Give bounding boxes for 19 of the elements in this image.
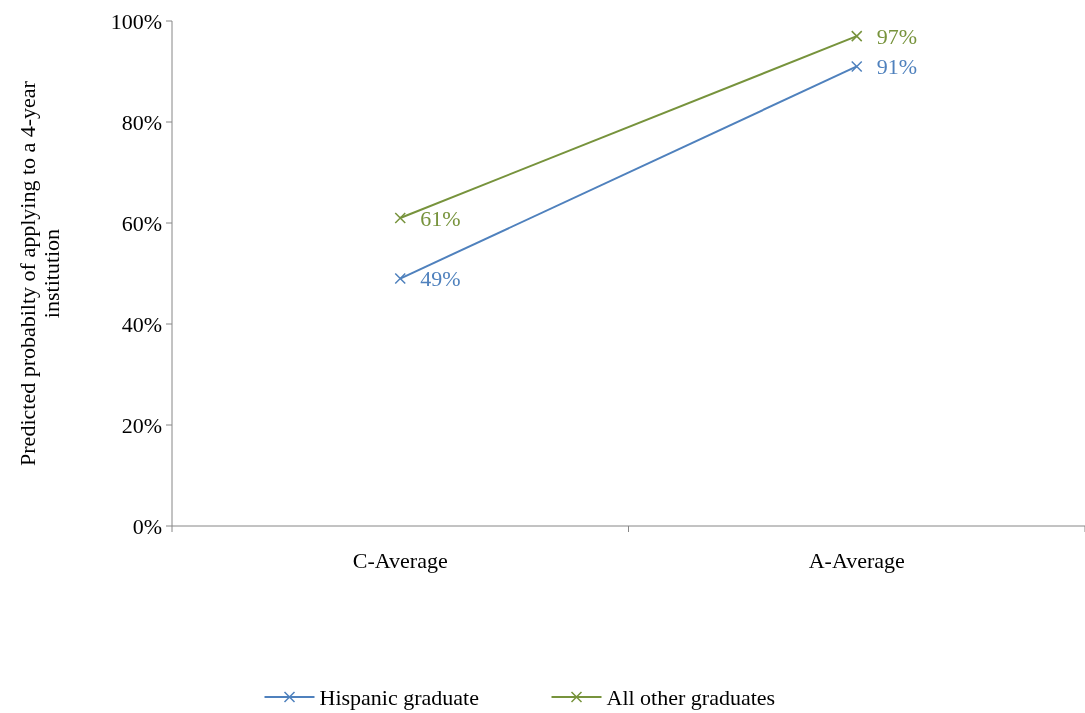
point [394,212,406,224]
y-tick-label: 60% [121,210,162,236]
x-tick-label: A-Average [808,548,905,573]
y-tick-label: 0% [132,513,162,539]
y-tick-label: 40% [121,311,162,337]
y-tick-label: 20% [121,412,162,438]
y-tick-label: 80% [121,109,162,135]
data-label: 49% [420,266,461,292]
data-label: 97% [876,23,918,49]
x-tick-label: C-Average [352,548,448,573]
y-axis-title: Predicted probabilty of applying to a 4-year institution [15,80,65,466]
point [851,30,863,42]
point [394,272,406,285]
y-tick-label: 100% [110,8,162,34]
data-label: 91% [876,54,918,80]
legend-label: Hispanic graduate [319,684,479,710]
data-label: 61% [420,205,461,231]
point [851,60,863,73]
legend-label: All other graduates [606,684,776,710]
